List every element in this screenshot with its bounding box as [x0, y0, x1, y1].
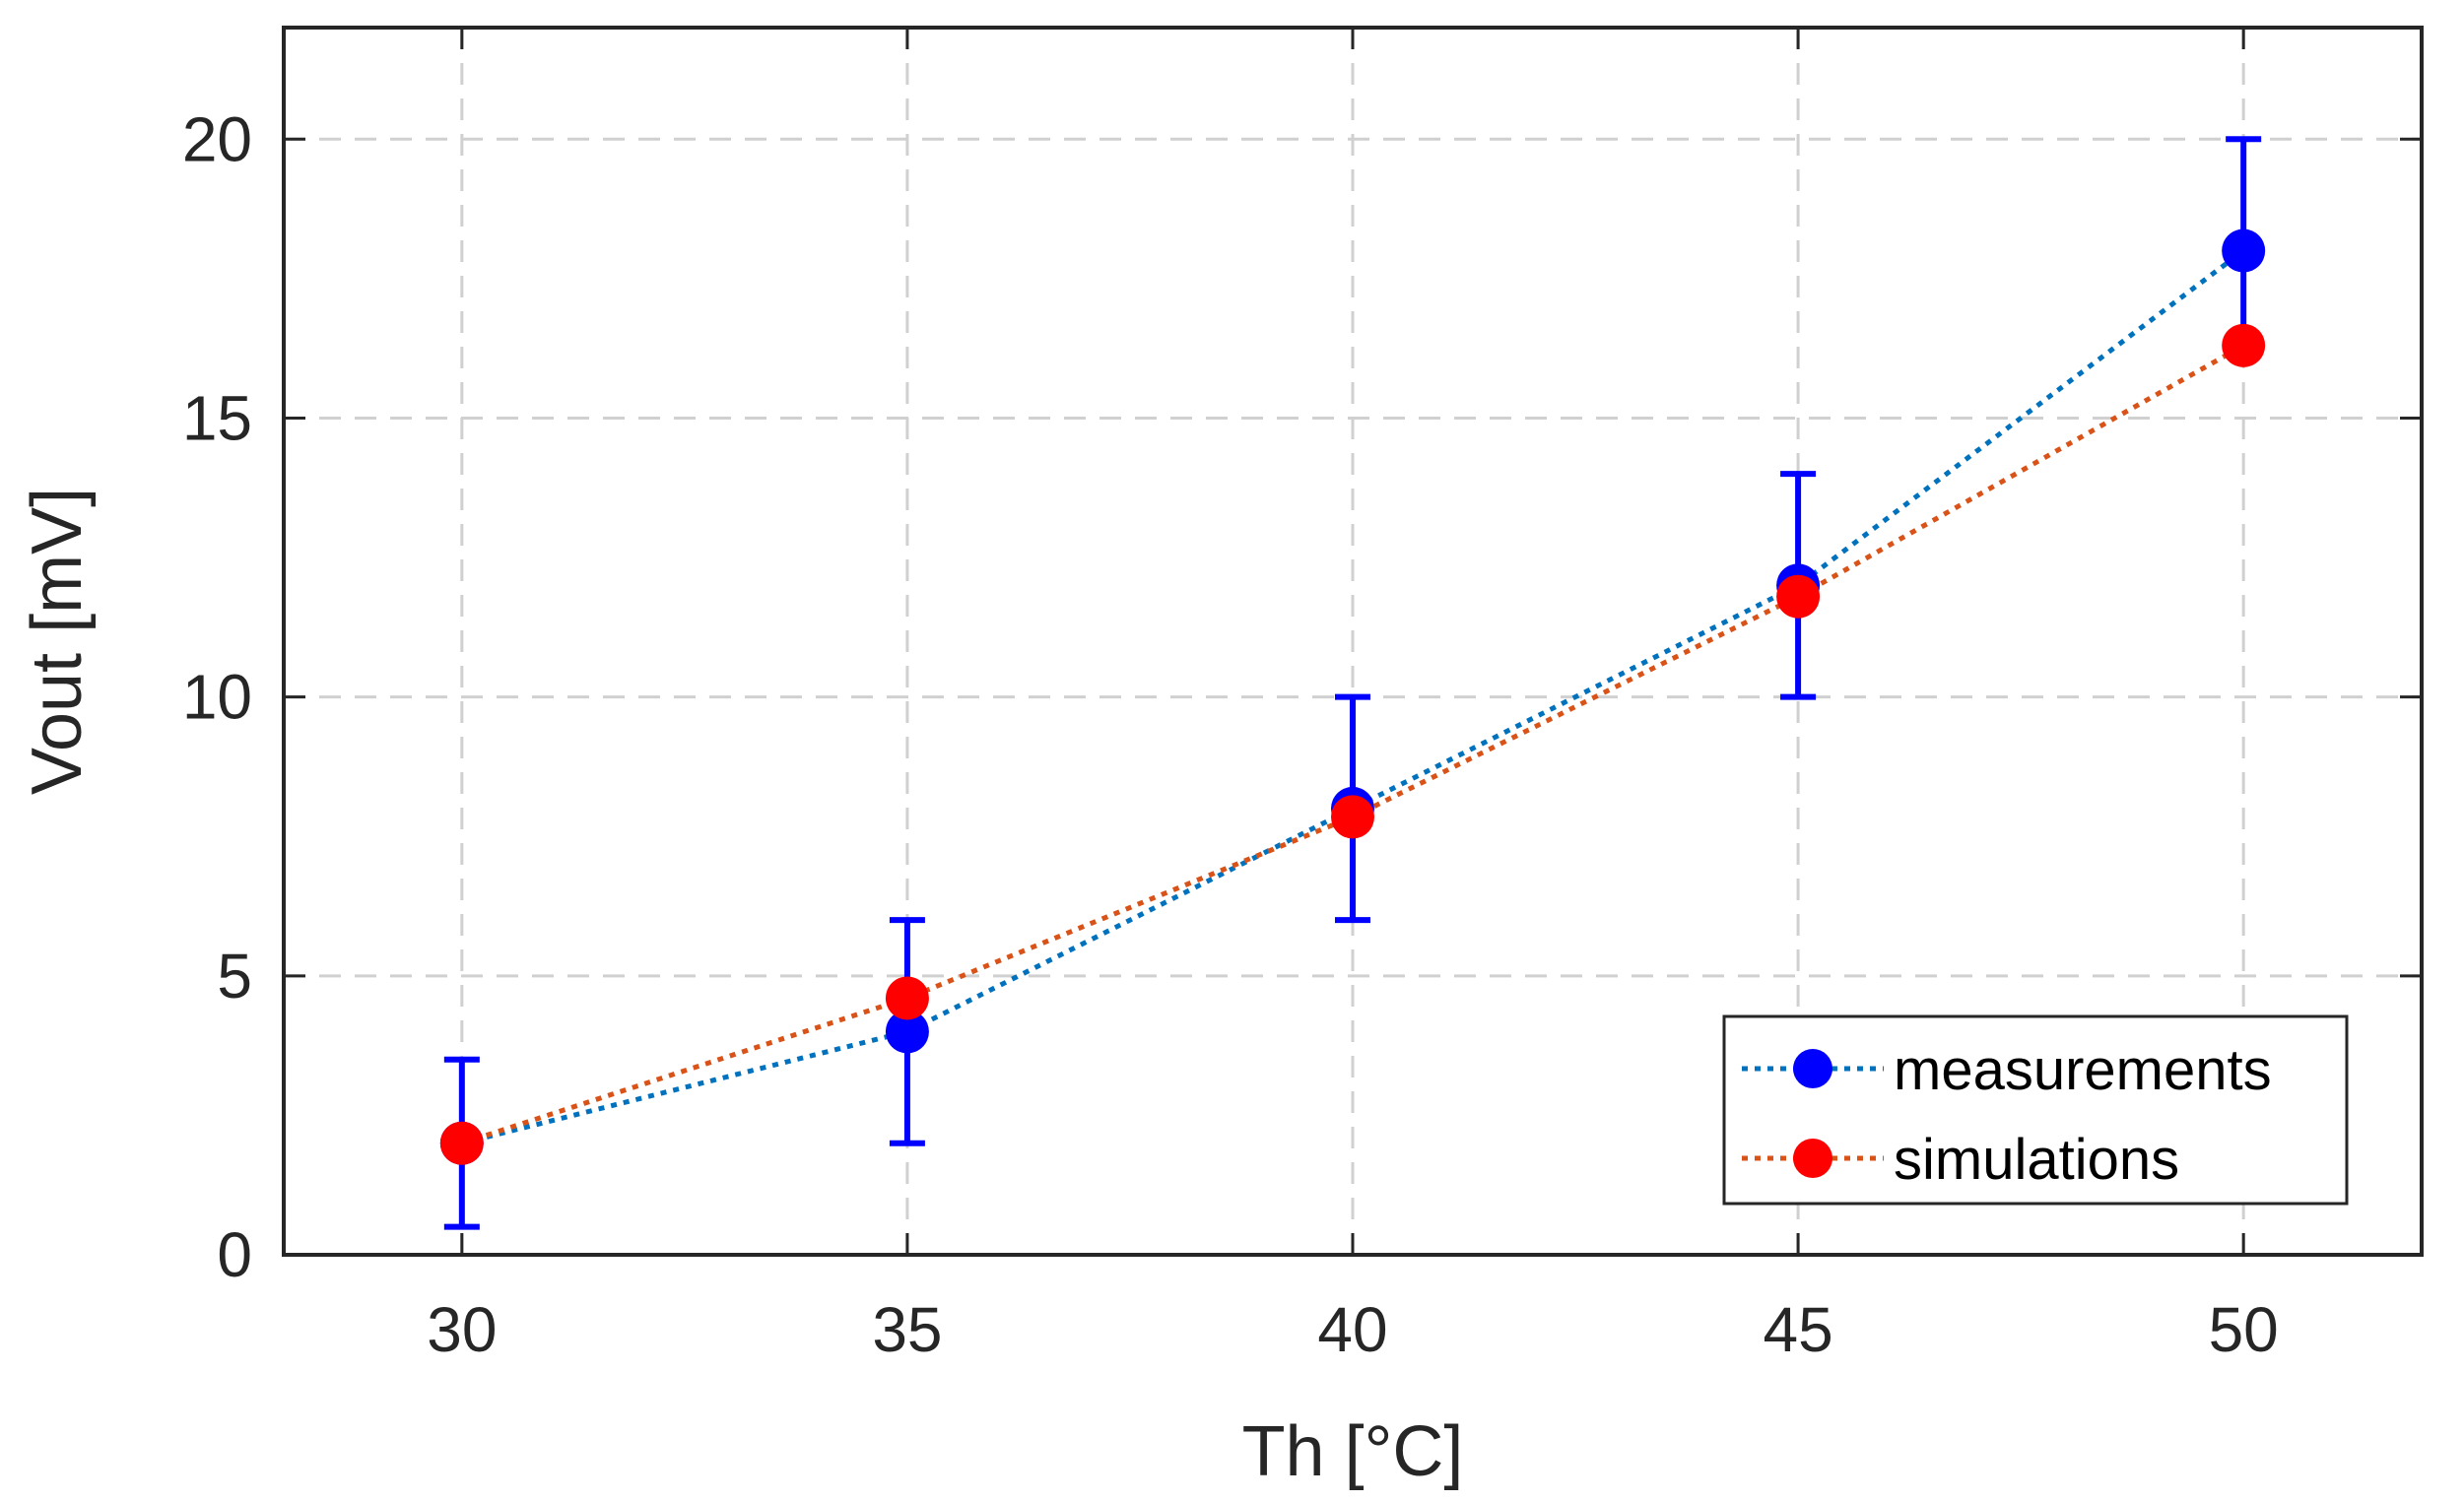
simulations-point — [439, 1121, 484, 1165]
y-tick-label: 0 — [217, 1219, 252, 1290]
simulations-point — [1776, 574, 1821, 619]
y-tick-label: 15 — [182, 382, 252, 453]
measurements-point — [2222, 229, 2266, 273]
simulations-point — [885, 976, 929, 1020]
measurements-line — [461, 248, 2245, 1146]
y-tick-label: 5 — [217, 941, 252, 1012]
x-tick-label: 50 — [2209, 1294, 2279, 1365]
series-simulations — [439, 323, 2266, 1165]
axis-ticks: 30 35 40 45 50 0 5 10 15 20 — [182, 28, 2422, 1365]
y-axis-title: Vout [mV] — [18, 488, 97, 795]
legend-label-simulations: simulations — [1894, 1128, 2179, 1192]
x-tick-label: 40 — [1317, 1294, 1387, 1365]
x-axis-title: Th [°C] — [1242, 1412, 1464, 1491]
legend: measurements simulations — [1722, 1014, 2349, 1206]
simulations-point — [1331, 795, 1374, 839]
x-tick-label: 30 — [427, 1294, 497, 1365]
x-tick-label: 45 — [1763, 1294, 1832, 1365]
legend-marker-simulations — [1793, 1139, 1832, 1178]
legend-marker-measurements — [1793, 1049, 1832, 1088]
legend-label-measurements: measurements — [1894, 1038, 2272, 1102]
simulations-point — [2222, 323, 2266, 367]
series-layer — [439, 136, 2266, 1230]
y-tick-label: 10 — [182, 662, 252, 733]
legend-box — [1722, 1014, 2349, 1206]
x-tick-label: 35 — [872, 1294, 942, 1365]
y-tick-label: 20 — [182, 103, 252, 174]
measurements-point — [885, 1010, 929, 1054]
